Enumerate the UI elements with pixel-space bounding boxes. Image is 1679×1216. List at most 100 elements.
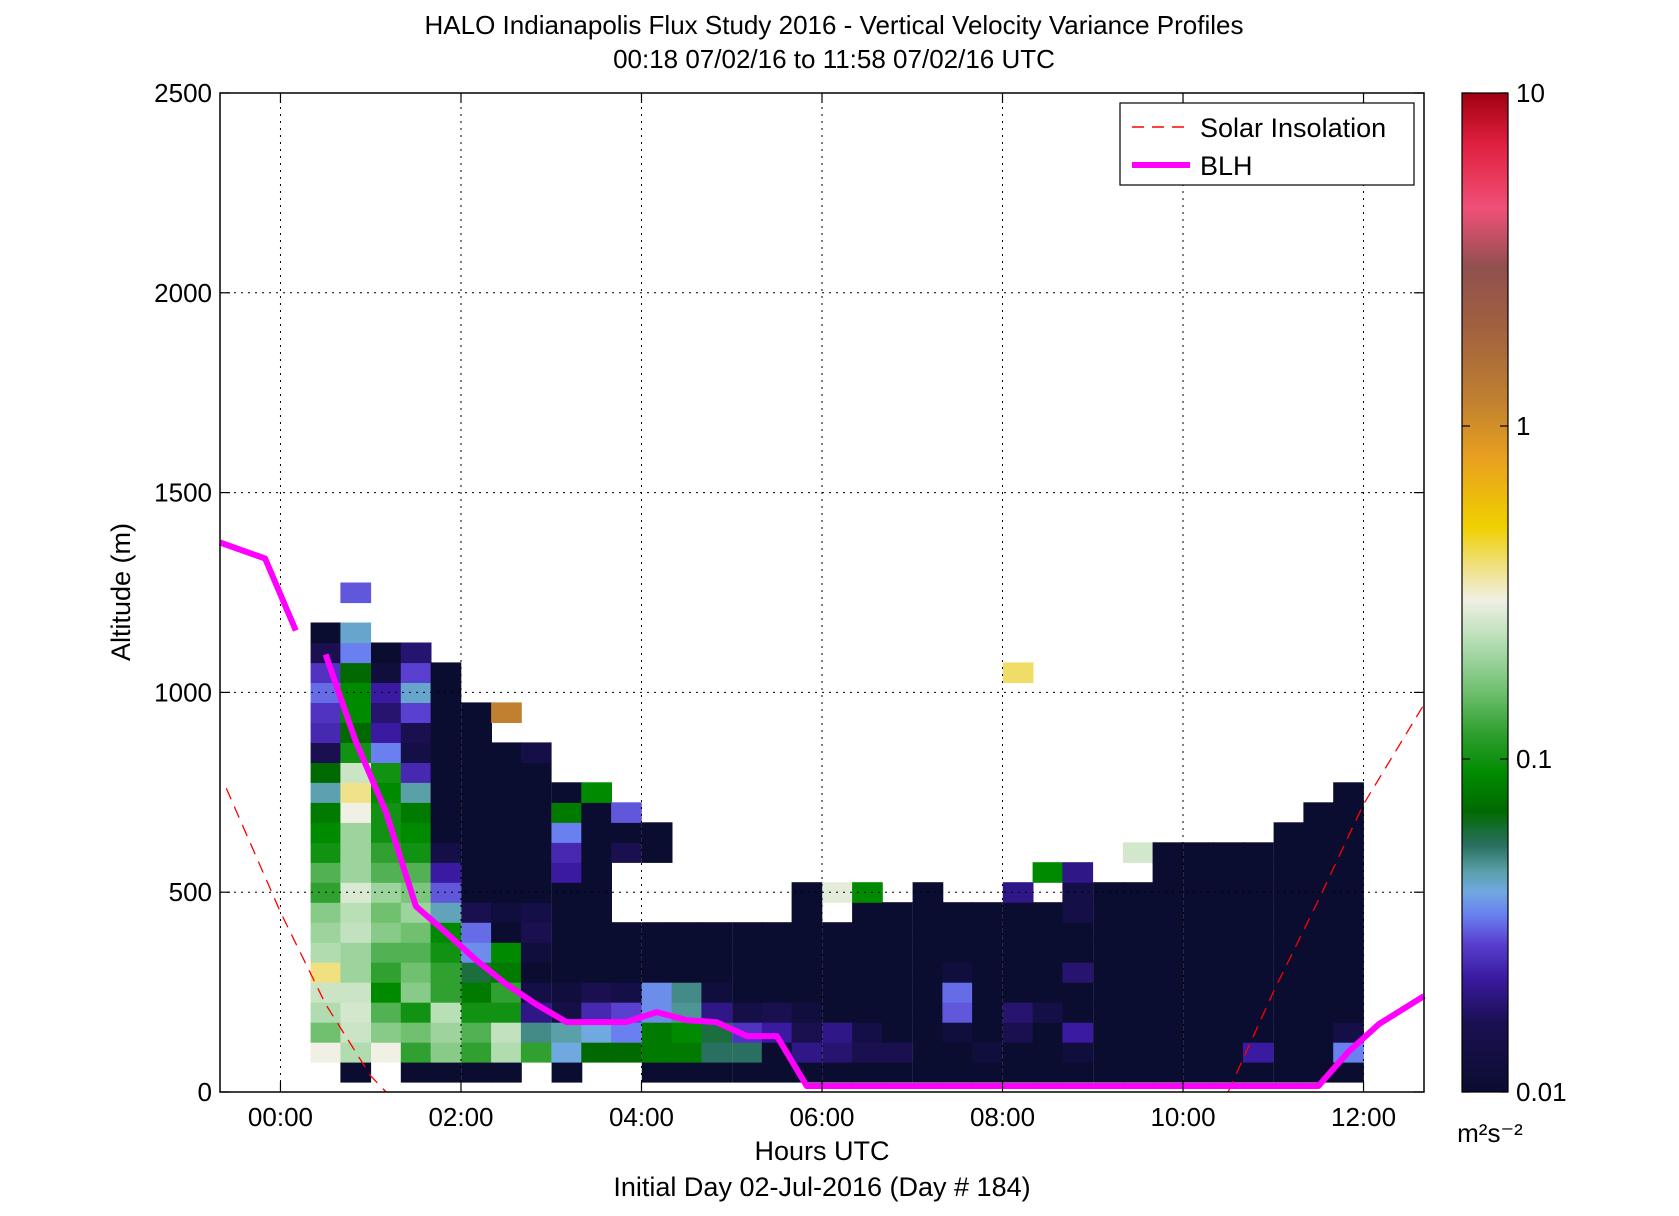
heatmap-cell bbox=[430, 902, 462, 923]
heatmap-cell bbox=[942, 922, 974, 943]
heatmap-cell bbox=[371, 662, 402, 683]
heatmap-cell bbox=[371, 1002, 402, 1023]
heatmap-cell bbox=[1242, 902, 1274, 923]
heatmap-cell bbox=[371, 842, 402, 863]
heatmap-cell bbox=[430, 662, 462, 683]
heatmap-cell bbox=[400, 1002, 432, 1023]
heatmap-cell bbox=[461, 762, 492, 783]
x-tick-label: 04:00 bbox=[609, 1102, 674, 1132]
heatmap-cell bbox=[1183, 942, 1214, 963]
heatmap-cell bbox=[400, 1062, 432, 1083]
heatmap-cell bbox=[1273, 942, 1305, 963]
heatmap-cell bbox=[912, 982, 944, 1003]
heatmap-cell bbox=[972, 922, 1003, 943]
colorbar-ticks: 0.01 0.1 1 10 bbox=[1462, 78, 1567, 1107]
heatmap-cell bbox=[400, 742, 432, 763]
heatmap-cell bbox=[1273, 982, 1305, 1003]
heatmap-cell bbox=[1333, 942, 1364, 963]
heatmap-cell bbox=[912, 962, 944, 983]
heatmap-cell bbox=[1183, 842, 1214, 863]
heatmap-cell bbox=[491, 842, 522, 863]
heatmap-cell bbox=[400, 782, 432, 803]
heatmap-cell bbox=[310, 962, 342, 983]
heatmap-cell bbox=[1062, 942, 1094, 963]
heatmap-cell bbox=[581, 922, 612, 943]
heatmap-cell bbox=[310, 822, 342, 843]
heatmap-cell bbox=[491, 942, 522, 963]
heatmap-cell bbox=[852, 962, 883, 983]
colorbar-unit: m²s⁻² bbox=[1457, 1118, 1523, 1148]
heatmap-cell bbox=[1242, 982, 1274, 1003]
x-tick-label: 00:00 bbox=[248, 1102, 313, 1132]
heatmap-cell bbox=[461, 722, 492, 743]
heatmap-cell bbox=[761, 962, 793, 983]
heatmap-cell bbox=[340, 822, 372, 843]
heatmap-cell bbox=[1303, 842, 1335, 863]
heatmap-cell bbox=[1273, 822, 1305, 843]
heatmap-cell bbox=[491, 1022, 522, 1043]
heatmap-cell bbox=[491, 742, 522, 763]
heatmap-cell bbox=[1183, 882, 1214, 903]
blh-line bbox=[218, 539, 299, 632]
heatmap-cell bbox=[340, 762, 372, 783]
chart-title: HALO Indianapolis Flux Study 2016 - Vert… bbox=[425, 10, 1244, 40]
heatmap-cell bbox=[1093, 882, 1124, 903]
heatmap-cell bbox=[551, 962, 583, 983]
heatmap-cell bbox=[371, 862, 402, 883]
heatmap-cell bbox=[1152, 1022, 1184, 1043]
y-tick-label: 1000 bbox=[154, 677, 212, 707]
heatmap-cell bbox=[581, 822, 612, 843]
heatmap-cell bbox=[400, 902, 432, 923]
heatmap-cell bbox=[972, 942, 1003, 963]
y-axis-label: Altitude (m) bbox=[106, 523, 136, 661]
heatmap-cell bbox=[912, 1062, 944, 1083]
heatmap-cell bbox=[371, 682, 402, 703]
heatmap-cell bbox=[520, 1042, 552, 1063]
heatmap-cell bbox=[1122, 1002, 1154, 1023]
heatmap-cell bbox=[430, 982, 462, 1003]
heatmap-cell bbox=[1213, 842, 1244, 863]
heatmap-cell bbox=[340, 922, 372, 943]
heatmap-cell bbox=[1303, 862, 1335, 883]
heatmap-cell bbox=[461, 822, 492, 843]
heatmap-cell bbox=[822, 1002, 853, 1023]
heatmap-cell bbox=[371, 702, 402, 723]
heatmap-cell bbox=[641, 1022, 673, 1043]
heatmap-cell bbox=[732, 942, 763, 963]
heatmap-cell bbox=[701, 982, 733, 1003]
heatmap-cell bbox=[701, 1062, 733, 1083]
heatmap-cell bbox=[1093, 982, 1124, 1003]
heatmap-cell bbox=[551, 802, 583, 823]
heatmap-cell bbox=[671, 982, 703, 1003]
heatmap-cell bbox=[1273, 962, 1305, 983]
heatmap-cell bbox=[701, 1042, 733, 1063]
heatmap-cell bbox=[400, 1022, 432, 1043]
heatmap-cell bbox=[581, 862, 612, 883]
heatmap-cell bbox=[520, 862, 552, 883]
heatmap-cell bbox=[520, 782, 552, 803]
heatmap-cell bbox=[310, 642, 342, 664]
heatmap-cell bbox=[791, 882, 823, 903]
heatmap-cell bbox=[1333, 1062, 1364, 1083]
heatmap-cell bbox=[701, 962, 733, 983]
colorbar-tick-label: 0.01 bbox=[1516, 1077, 1567, 1107]
heatmap-cell bbox=[1062, 902, 1094, 923]
heatmap-cell bbox=[852, 942, 883, 963]
heatmap-cell bbox=[551, 942, 583, 963]
heatmap-cell bbox=[310, 1022, 342, 1043]
heatmap-cell bbox=[491, 1062, 522, 1083]
heatmap-cell bbox=[1242, 862, 1274, 883]
y-tick-label: 2000 bbox=[154, 278, 212, 308]
heatmap-cell bbox=[491, 782, 522, 803]
heatmap-cell bbox=[611, 1022, 642, 1043]
heatmap-cell bbox=[1002, 1002, 1034, 1023]
heatmap-cell bbox=[1122, 1022, 1154, 1043]
heatmap-cell bbox=[1213, 922, 1244, 943]
heatmap-cell bbox=[1062, 962, 1094, 983]
heatmap-cell bbox=[430, 1002, 462, 1023]
heatmap-cell bbox=[1242, 1042, 1274, 1063]
heatmap-cell bbox=[1122, 962, 1154, 983]
heatmap-cell bbox=[1213, 862, 1244, 883]
heatmap-cell bbox=[581, 1042, 612, 1063]
